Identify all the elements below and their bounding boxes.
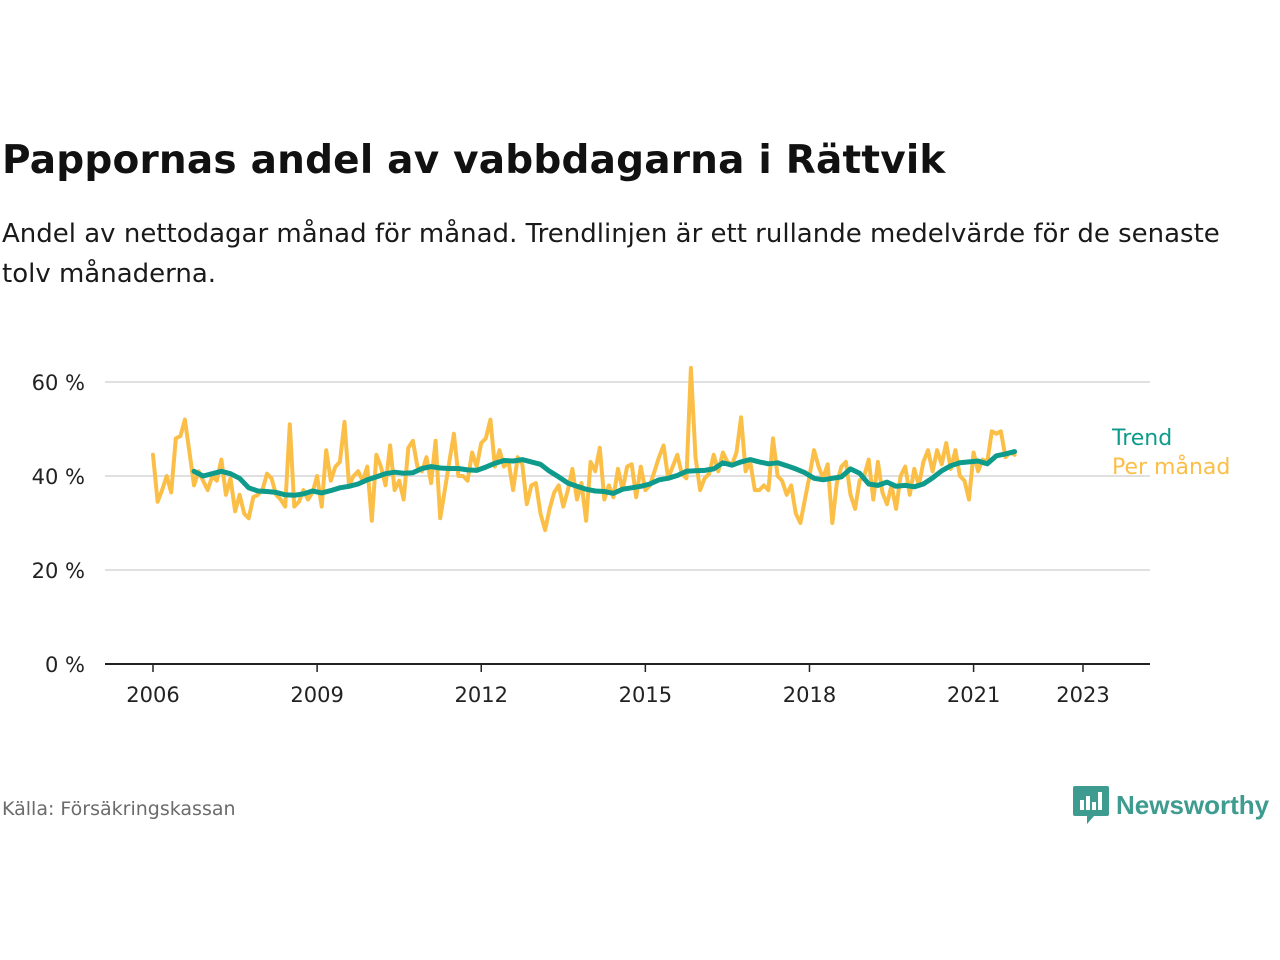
x-tick-label: 2021 — [947, 683, 1000, 707]
y-axis-ticks: 0 % 20 % 40 % 60 % — [32, 371, 85, 677]
page-title: Pappornas andel av vabbdagarna i Rättvik — [2, 138, 946, 183]
trend-label: Trend — [1111, 426, 1172, 451]
trend-line — [191, 449, 1018, 498]
x-tick-label: 2012 — [455, 683, 508, 707]
x-tick-label: 2018 — [783, 683, 836, 707]
series-lines — [151, 365, 1018, 533]
x-tick-label: 2009 — [290, 683, 343, 707]
monthly-line — [151, 365, 1017, 533]
brand-logo: Newsworthy — [1072, 784, 1269, 826]
y-tick-label: 60 % — [32, 371, 85, 395]
x-tick-label: 2006 — [126, 683, 179, 707]
y-tick-label: 40 % — [32, 465, 85, 489]
monthly-label: Per månad — [1112, 454, 1230, 480]
series-labels: Per månad Trend — [1111, 426, 1230, 480]
brand-name: Newsworthy — [1116, 789, 1270, 820]
y-tick-label: 0 % — [45, 653, 85, 677]
source-note: Källa: Försäkringskassan — [2, 798, 236, 820]
y-tick-label: 20 % — [32, 559, 85, 583]
chart-subtitle: Andel av nettodagar månad för månad. Tre… — [2, 219, 1220, 289]
newsworthy-logo-icon — [1073, 786, 1109, 824]
grid-lines — [105, 381, 1150, 571]
x-tick-label: 2015 — [619, 683, 672, 707]
x-axis: 2006 2009 2012 2015 2018 2021 2023 — [105, 663, 1150, 707]
line-chart: 0 % 20 % 40 % 60 % 2006 2009 2012 2015 2018 2021… — [32, 365, 1230, 707]
x-tick-label: 2023 — [1056, 683, 1109, 707]
